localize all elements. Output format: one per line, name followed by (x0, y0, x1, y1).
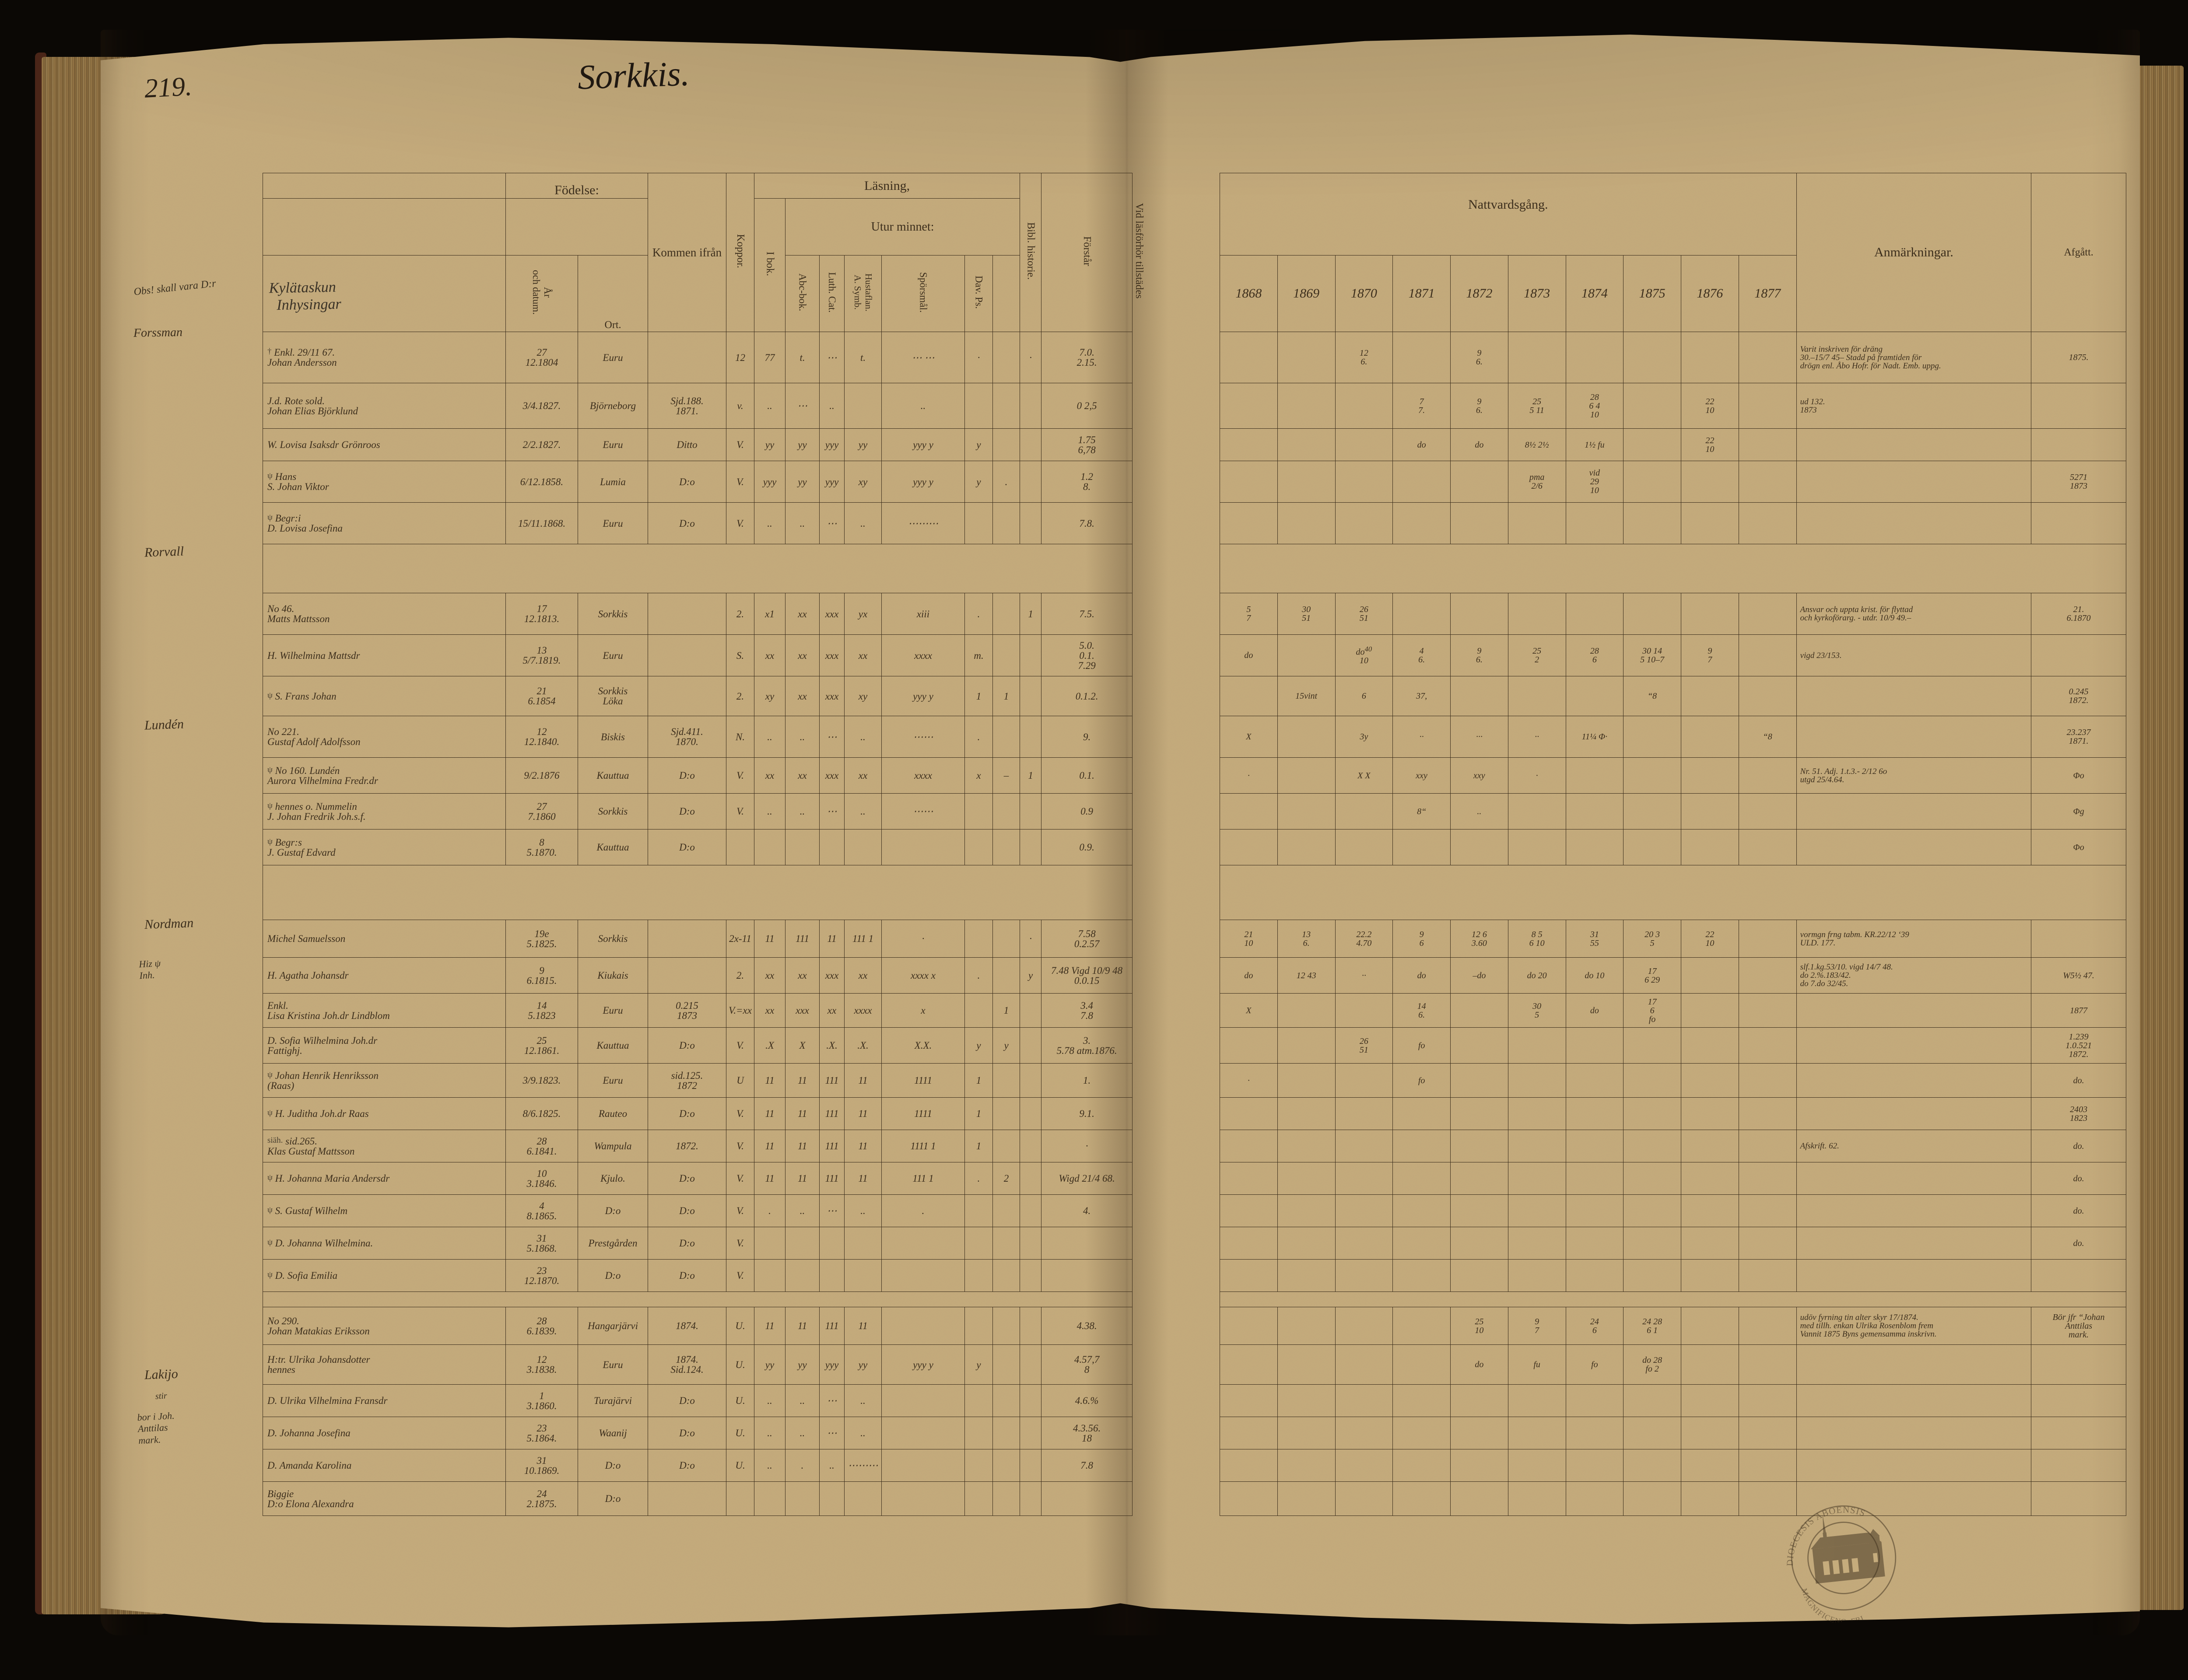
svg-text:MAGNIFICENC. FRI: MAGNIFICENC. FRI (1800, 1582, 1866, 1628)
